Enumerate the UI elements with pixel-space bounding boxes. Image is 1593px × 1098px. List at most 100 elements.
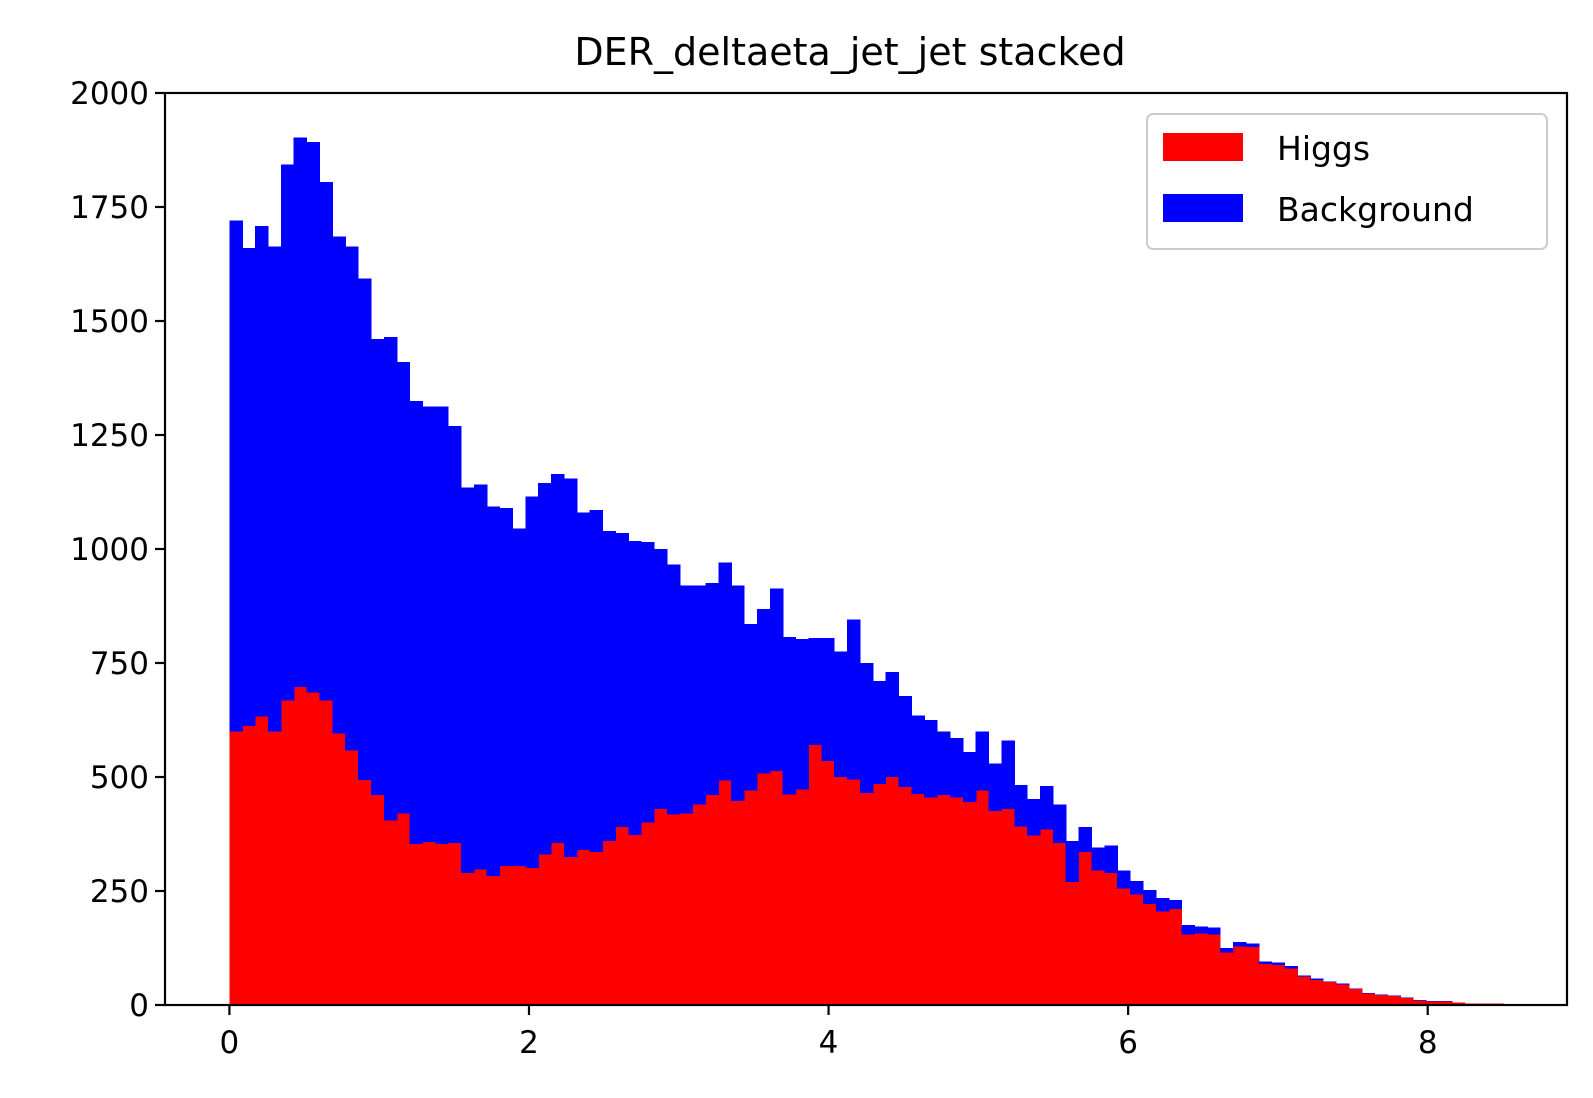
bar-higgs-44 bbox=[795, 789, 810, 1005]
bar-higgs-71 bbox=[1142, 903, 1157, 1005]
bar-higgs-49 bbox=[859, 792, 874, 1005]
bar-higgs-26 bbox=[563, 856, 578, 1005]
bar-background-43 bbox=[782, 637, 797, 795]
y-tick-label: 1250 bbox=[70, 418, 149, 454]
bar-higgs-93 bbox=[1426, 1001, 1440, 1005]
bar-higgs-63 bbox=[1040, 829, 1054, 1005]
bar-background-12 bbox=[383, 336, 398, 821]
bar-background-2 bbox=[255, 226, 269, 717]
bar-background-47 bbox=[834, 651, 848, 777]
bar-background-36 bbox=[692, 585, 707, 805]
bar-higgs-94 bbox=[1438, 1001, 1453, 1005]
bar-background-20 bbox=[486, 506, 501, 876]
bar-background-75 bbox=[1194, 926, 1208, 934]
bar-background-46 bbox=[821, 637, 835, 762]
bar-higgs-19 bbox=[473, 869, 488, 1005]
bar-higgs-86 bbox=[1335, 984, 1350, 1005]
bar-background-83 bbox=[1297, 975, 1311, 977]
bar-higgs-14 bbox=[409, 844, 424, 1005]
bar-higgs-13 bbox=[396, 813, 411, 1005]
bar-background-8 bbox=[332, 236, 346, 734]
bar-higgs-22 bbox=[512, 865, 526, 1005]
bar-higgs-50 bbox=[872, 783, 887, 1005]
bar-higgs-2 bbox=[255, 716, 269, 1005]
bar-background-37 bbox=[705, 583, 719, 796]
bar-higgs-46 bbox=[821, 761, 835, 1005]
y-tick-label: 2000 bbox=[70, 76, 149, 112]
bar-higgs-95 bbox=[1451, 1002, 1466, 1005]
bar-background-22 bbox=[512, 528, 526, 866]
bar-higgs-29 bbox=[602, 840, 617, 1005]
bar-background-72 bbox=[1155, 897, 1170, 912]
bar-higgs-4 bbox=[280, 700, 295, 1005]
bar-background-27 bbox=[576, 512, 591, 850]
bar-background-33 bbox=[654, 549, 668, 809]
bar-higgs-23 bbox=[525, 868, 539, 1005]
bar-background-49 bbox=[859, 663, 874, 793]
bar-background-40 bbox=[744, 624, 758, 791]
bar-background-21 bbox=[499, 507, 514, 866]
bar-background-64 bbox=[1052, 804, 1067, 844]
bar-higgs-65 bbox=[1065, 881, 1080, 1005]
bar-background-5 bbox=[293, 137, 308, 688]
bar-higgs-6 bbox=[306, 692, 321, 1005]
bar-higgs-37 bbox=[705, 795, 719, 1005]
bar-higgs-55 bbox=[937, 795, 951, 1005]
bar-background-0 bbox=[229, 220, 243, 732]
bar-background-74 bbox=[1181, 925, 1196, 935]
bar-background-10 bbox=[358, 278, 372, 781]
bar-background-63 bbox=[1040, 786, 1054, 830]
bar-higgs-60 bbox=[1001, 808, 1015, 1005]
bar-background-57 bbox=[962, 751, 977, 803]
bar-higgs-58 bbox=[975, 790, 990, 1005]
bar-higgs-31 bbox=[628, 834, 642, 1005]
x-tick-label: 4 bbox=[819, 1025, 839, 1061]
bar-higgs-21 bbox=[499, 865, 514, 1005]
bar-higgs-85 bbox=[1323, 982, 1337, 1005]
bar-background-82 bbox=[1284, 966, 1298, 969]
bar-background-4 bbox=[280, 164, 295, 701]
bar-higgs-30 bbox=[615, 827, 629, 1005]
legend-frame bbox=[1146, 113, 1548, 250]
bar-higgs-69 bbox=[1117, 888, 1131, 1005]
bar-background-45 bbox=[808, 637, 822, 746]
y-tick-label: 0 bbox=[129, 988, 149, 1024]
bar-background-78 bbox=[1233, 942, 1247, 947]
bar-higgs-48 bbox=[847, 779, 861, 1005]
bar-higgs-91 bbox=[1400, 998, 1414, 1005]
bar-higgs-87 bbox=[1348, 989, 1363, 1005]
bar-background-84 bbox=[1310, 978, 1324, 980]
bar-background-32 bbox=[641, 542, 655, 823]
bar-background-68 bbox=[1104, 845, 1118, 873]
bar-higgs-8 bbox=[332, 733, 346, 1005]
bar-higgs-9 bbox=[345, 750, 359, 1005]
bar-background-69 bbox=[1117, 870, 1131, 889]
bar-higgs-25 bbox=[551, 843, 565, 1005]
legend-label-background: Background bbox=[1277, 190, 1474, 229]
bar-higgs-18 bbox=[461, 872, 475, 1005]
bar-higgs-67 bbox=[1091, 870, 1105, 1005]
bar-background-77 bbox=[1220, 948, 1234, 953]
chart-title: DER_deltaeta_jet_jet stacked bbox=[574, 30, 1125, 74]
bar-higgs-81 bbox=[1271, 964, 1286, 1005]
bar-background-55 bbox=[937, 731, 951, 796]
bar-background-44 bbox=[795, 638, 810, 790]
bar-higgs-90 bbox=[1387, 995, 1401, 1005]
bar-background-71 bbox=[1142, 890, 1157, 904]
x-tick-label: 2 bbox=[519, 1025, 539, 1061]
bar-higgs-41 bbox=[756, 773, 771, 1005]
bar-background-23 bbox=[525, 496, 539, 869]
bar-higgs-56 bbox=[949, 797, 964, 1005]
bar-background-54 bbox=[924, 720, 938, 798]
bar-background-7 bbox=[319, 181, 333, 701]
bar-higgs-75 bbox=[1194, 933, 1208, 1005]
bar-higgs-1 bbox=[242, 725, 256, 1005]
bar-background-61 bbox=[1014, 785, 1028, 827]
x-tick-label: 6 bbox=[1118, 1025, 1138, 1061]
bar-higgs-36 bbox=[692, 804, 707, 1005]
bar-higgs-82 bbox=[1284, 968, 1298, 1005]
bar-background-14 bbox=[409, 400, 424, 845]
bar-background-18 bbox=[461, 487, 475, 873]
bar-higgs-66 bbox=[1078, 852, 1093, 1005]
bar-higgs-52 bbox=[898, 787, 912, 1005]
